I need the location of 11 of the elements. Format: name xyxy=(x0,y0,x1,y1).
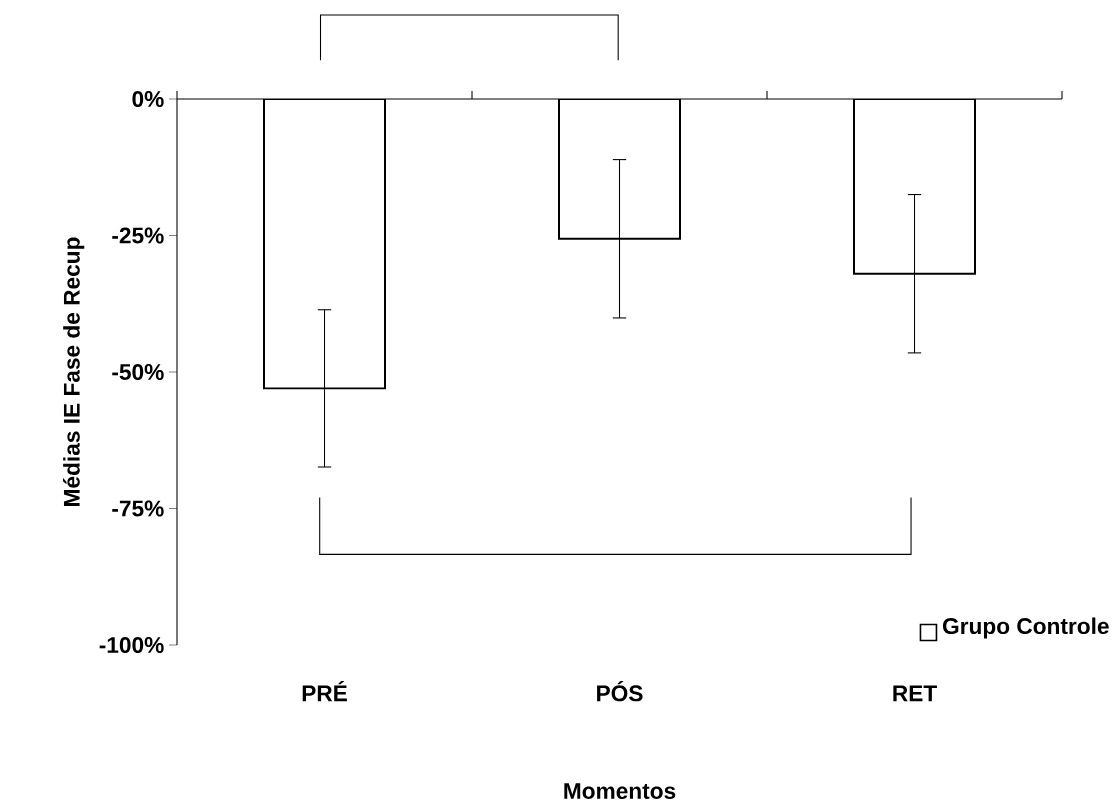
y-tick-label: -25% xyxy=(112,227,164,244)
y-tick-label: -50% xyxy=(112,363,164,381)
x-axis-title: Momentos xyxy=(564,783,676,799)
x-tick-label: PÓS xyxy=(597,681,643,702)
x-tick-label: PRÉ xyxy=(302,681,347,702)
y-tick-label: 0% xyxy=(132,90,164,108)
y-axis-title: Médias IE Fase de Recup xyxy=(62,237,85,506)
text: Grupo Controle xyxy=(942,617,1109,639)
y-tick-label: -100% xyxy=(99,636,164,654)
x-tick-label: RET xyxy=(893,685,937,702)
y-tick-label: -75% xyxy=(112,500,164,517)
